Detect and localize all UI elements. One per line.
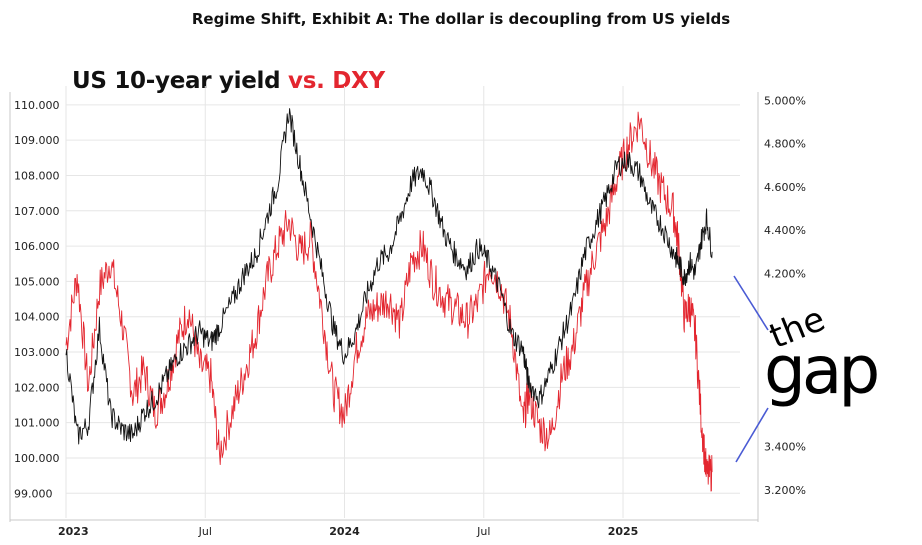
- left-tick-label: 108.000: [14, 169, 60, 182]
- x-tick-label: 2024: [329, 525, 360, 538]
- x-tick-label: Jul: [198, 525, 212, 538]
- left-tick-label: 104.000: [14, 311, 60, 324]
- right-tick-label: 3.400%: [764, 441, 806, 454]
- logo-connector-top: [733, 275, 769, 331]
- page-title: Regime Shift, Exhibit A: The dollar is d…: [191, 10, 731, 28]
- grid: [9, 86, 759, 522]
- chart-headline: US 10-year yield vs. DXY: [72, 68, 385, 94]
- left-tick-label: 110.000: [14, 99, 60, 112]
- x-axis: 2023 Jul 2024 Jul 2025: [58, 525, 638, 538]
- the-gap-logo: the gap: [760, 295, 920, 425]
- left-tick-label: 105.000: [14, 275, 60, 288]
- x-tick-label: 2025: [608, 525, 639, 538]
- right-tick-label: 4.600%: [764, 181, 806, 194]
- right-tick-label: 3.200%: [764, 484, 806, 497]
- logo-gap-text: gap: [764, 332, 877, 409]
- series-line-dxy: [65, 111, 713, 492]
- right-tick-label: 5.000%: [764, 94, 806, 107]
- left-tick-label: 102.000: [14, 381, 60, 394]
- the-gap-logo-graphic: the gap: [764, 299, 881, 409]
- left-axis: 110.000 109.000 108.000 107.000 106.000 105.0…: [14, 99, 60, 500]
- right-tick-label: 4.200%: [764, 267, 806, 280]
- x-tick-label: Jul: [476, 525, 490, 538]
- logo-connector-bottom: [735, 407, 769, 463]
- left-tick-label: 109.000: [14, 134, 60, 147]
- left-tick-label: 99.000: [14, 487, 53, 500]
- left-tick-label: 103.000: [14, 346, 60, 359]
- series-layer: [65, 108, 713, 492]
- left-tick-label: 107.000: [14, 205, 60, 218]
- left-tick-label: 106.000: [14, 240, 60, 253]
- right-axis: 5.000% 4.800% 4.600% 4.400% 4.200% 3.400% 3.20…: [764, 94, 806, 497]
- right-tick-label: 4.800%: [764, 138, 806, 151]
- right-tick-label: 4.400%: [764, 224, 806, 237]
- x-tick-label: 2023: [58, 525, 89, 538]
- series-line-yield: [65, 108, 713, 445]
- headline-yield-label: US 10-year yield: [72, 68, 288, 94]
- logo-connector-lines: [733, 275, 769, 463]
- left-tick-label: 101.000: [14, 417, 60, 430]
- left-tick-label: 100.000: [14, 452, 60, 465]
- headline-dxy-label: vs. DXY: [288, 68, 385, 94]
